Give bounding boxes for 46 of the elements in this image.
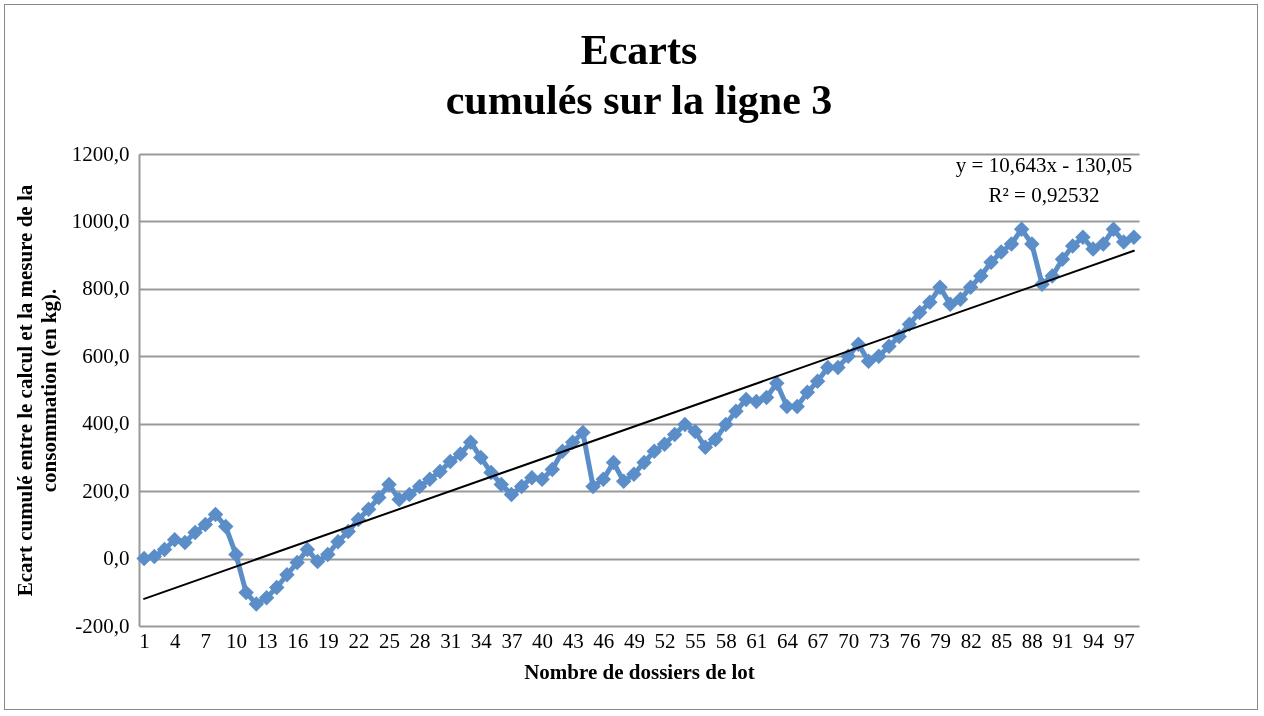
- x-tick-label: 91: [1052, 628, 1074, 653]
- x-tick-label: 31: [440, 628, 462, 653]
- x-tick-label: 94: [1083, 628, 1105, 653]
- x-tick-label: 52: [654, 628, 676, 653]
- x-tick-label: 22: [348, 628, 370, 653]
- x-tick-label: 61: [746, 628, 768, 653]
- x-tick-label: 49: [623, 628, 645, 653]
- x-axis-title: Nombre de dossiers de lot: [524, 659, 755, 684]
- x-tick-label: 97: [1113, 628, 1135, 653]
- x-tick-label: 70: [838, 628, 860, 653]
- x-tick-label: 34: [470, 628, 493, 653]
- x-tick-label: 79: [930, 628, 952, 653]
- x-tick-label: 85: [991, 628, 1013, 653]
- x-tick-label: 58: [715, 628, 737, 653]
- x-tick-label: 67: [807, 628, 829, 653]
- x-tick-label: 37: [501, 628, 523, 653]
- annotation: R² = 0,92532: [988, 183, 1100, 207]
- x-tick-label: 19: [317, 628, 339, 653]
- chart-title: Ecarts cumulés sur la ligne 3: [445, 27, 833, 123]
- x-tick-label: 46: [593, 628, 615, 653]
- y-tick-label: 200,0: [82, 478, 130, 503]
- x-tick-label: 40: [532, 628, 554, 653]
- x-tick-label: 82: [960, 628, 982, 653]
- y-tick-label: 800,0: [82, 276, 130, 301]
- x-tick-label: 55: [685, 628, 707, 653]
- x-tick-label: 43: [562, 628, 584, 653]
- x-tick-label: 4: [169, 628, 181, 653]
- y-tick-label: 0,0: [103, 546, 130, 571]
- y-tick-label: 400,0: [82, 411, 130, 436]
- annotation: y = 10,643x - 130,05: [955, 153, 1133, 177]
- x-tick-label: 88: [1021, 628, 1043, 653]
- y-tick-label: 600,0: [82, 343, 130, 368]
- x-tick-label: 1: [139, 628, 150, 653]
- x-tick-label: 76: [899, 628, 921, 653]
- x-tick-label: 25: [379, 628, 400, 653]
- x-tick-label: 13: [256, 628, 278, 653]
- x-tick-label: 16: [287, 628, 309, 653]
- x-tick-label: 7: [200, 628, 212, 653]
- y-axis-title: Ecart cumulé entre le calcul et la mesure de la consommation (en kg).: [12, 184, 61, 597]
- y-tick-label: 1000,0: [71, 208, 130, 233]
- x-tick-label: 10: [225, 628, 247, 653]
- x-tick-label: 64: [776, 628, 799, 653]
- y-tick-label: -200,0: [75, 613, 130, 638]
- y-tick-label: 1200,0: [71, 141, 130, 166]
- x-tick-label: 73: [868, 628, 890, 653]
- x-tick-label: 28: [409, 628, 431, 653]
